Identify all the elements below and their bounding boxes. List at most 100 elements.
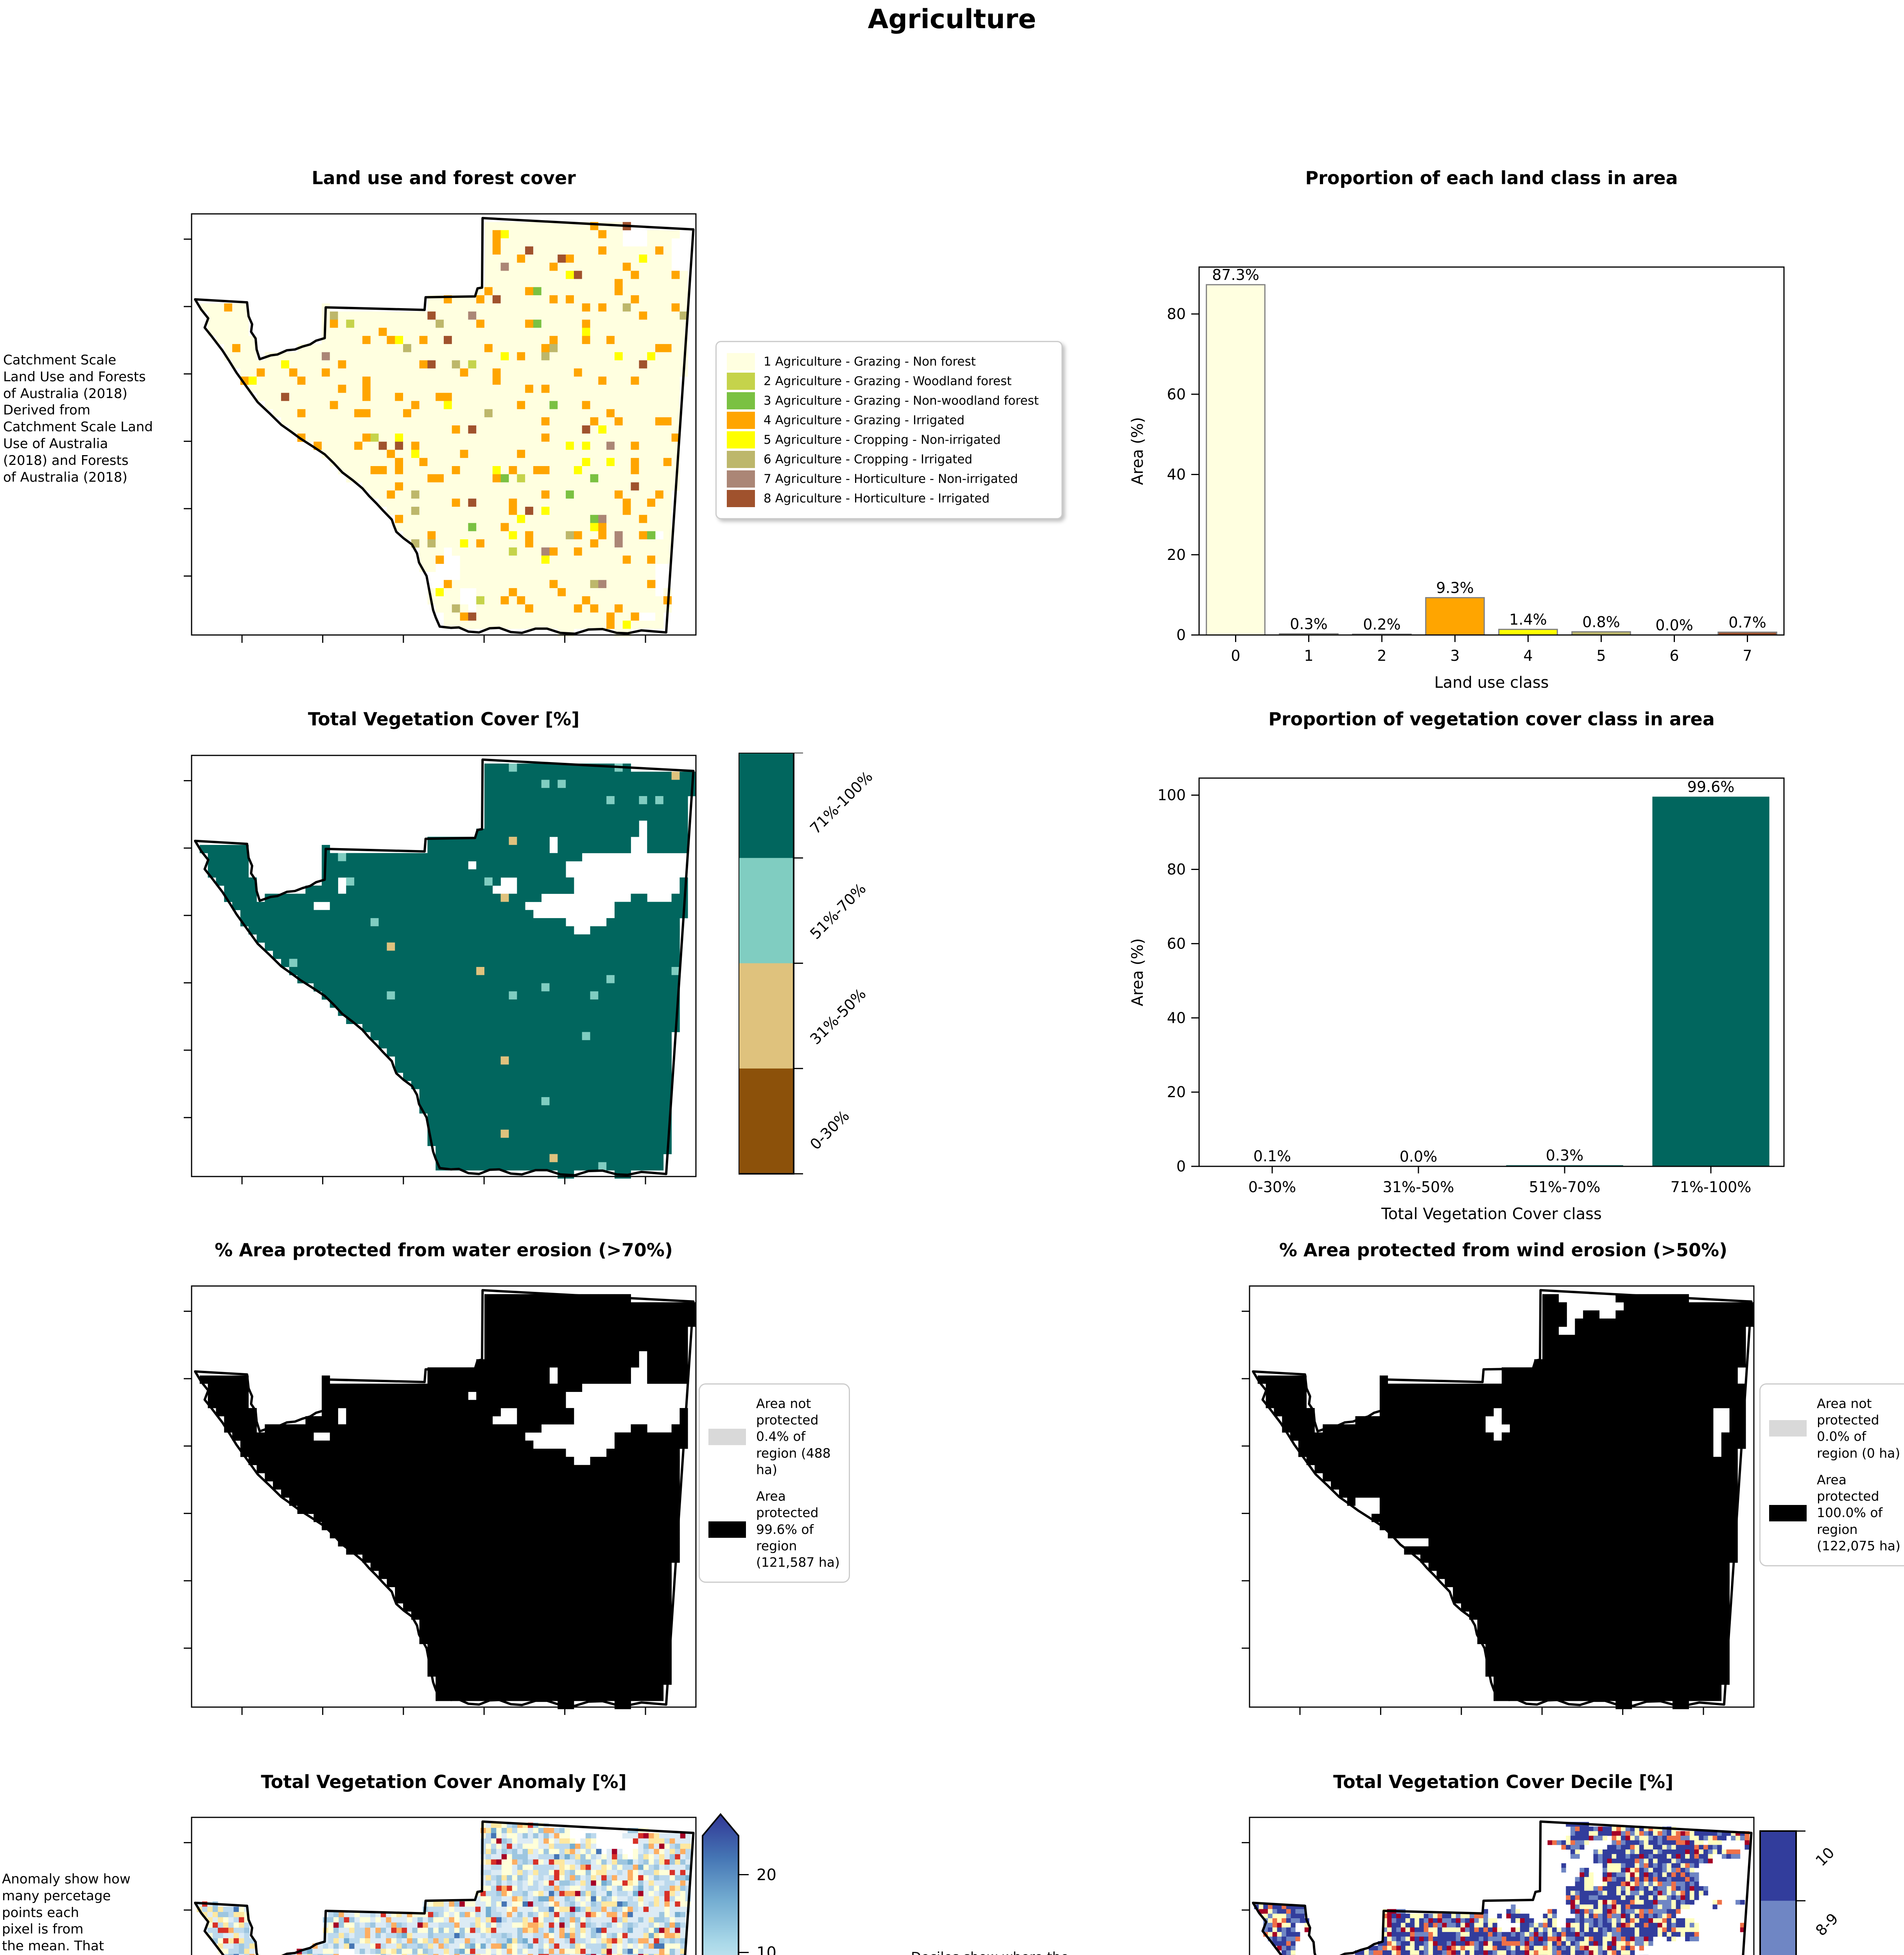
decile-map [1239,1816,1765,1955]
bar-value-label: 0.8% [1582,613,1620,631]
colorbar-label: 8-9 [1812,1910,1841,1939]
y-axis-label: Area (%) [1129,417,1147,485]
map-canvas [1242,1285,1755,1715]
bar [1652,796,1770,1166]
legend-label: 6 Agriculture - Cropping - Irrigated [764,452,973,466]
svg-text:1: 1 [1304,647,1313,664]
legend-item: Area not protected 0.0% of region (0 ha) [1769,1395,1901,1462]
bar-chart: 0 20 40 60 80 87.3% 0 0.3% 1 0.2% 2 9.3% 3 1.4% 4 0.8% 5… [1129,266,1785,692]
page-title: Agriculture [868,4,1036,35]
water-erosion-legend: Area not protected 0.4% of region (488 h… [699,1383,850,1583]
svg-text:2: 2 [1377,647,1386,664]
veg-cover-map-title: Total Vegetation Cover [%] [308,708,580,730]
map-canvas [184,213,697,643]
region-boundary [194,1289,695,1707]
map-canvas [184,755,697,1184]
veg-class-chart: 0 20 40 60 80 100 0.1% 0-30% 0.0% 31%-50% 0.3% 51%-… [1121,760,1792,1258]
legend-swatch [708,1521,746,1538]
land-use-map-title: Land use and forest cover [312,167,576,188]
bar-value-label: 0.1% [1253,1148,1291,1165]
land-use-note: Catchment Scale Land Use and Forests of … [3,352,153,485]
x-axis-label: Total Vegetation Cover class [1381,1205,1602,1223]
colorbar-label: 51%-70% [807,880,869,942]
bar-value-label: 99.6% [1687,778,1735,795]
legend-label: Area protected 99.6% of region (121,587 … [756,1489,840,1570]
svg-text:31%-50%: 31%-50% [1383,1178,1454,1196]
colorbar-label: 0-30% [807,1107,853,1153]
legend-label: 5 Agriculture - Cropping - Non-irrigated [764,433,1001,447]
legend-item: 5 Agriculture - Cropping - Non-irrigated [727,431,1051,448]
bar [1498,629,1558,636]
legend-item: 8 Agriculture - Horticulture - Irrigated [727,490,1051,507]
decile-colorbar: 108-94-72-31 [1746,1804,1904,1955]
x-axis-label: Land use class [1434,674,1549,692]
anomaly-colorbar: 20100−10−20 [688,1804,852,1955]
svg-text:20: 20 [1167,546,1186,563]
svg-text:40: 40 [1167,466,1186,483]
wind-erosion-title: % Area protected from wind erosion (>50%… [1279,1239,1728,1261]
legend-swatch [727,392,755,409]
legend-swatch [1769,1420,1807,1437]
water-erosion-map [181,1285,707,1720]
colorbar-tick-label: 10 [757,1944,776,1955]
legend-swatch [727,451,755,468]
decile-map-title: Total Vegetation Cover Decile [%] [1333,1771,1674,1792]
svg-text:71%-100%: 71%-100% [1671,1178,1752,1196]
colorbar-tick-label: 20 [757,1866,776,1884]
veg-class-chart-title: Proportion of vegetation cover class in … [1268,708,1715,730]
bar [1425,597,1485,636]
decile-note: Deciles show where the pixel value lies … [911,1949,1142,1955]
colorbar-label: 10 [1812,1844,1838,1869]
legend-swatch [727,470,755,488]
legend-item: 3 Agriculture - Grazing - Non-woodland f… [727,392,1051,409]
svg-text:0: 0 [1231,647,1240,664]
legend-item: Area protected 100.0% of region (122,075… [1769,1472,1901,1554]
svg-text:60: 60 [1167,935,1186,952]
map-canvas [184,1817,697,1955]
wind-erosion-legend: Area not protected 0.0% of region (0 ha)… [1759,1383,1904,1567]
svg-text:4: 4 [1523,647,1533,664]
legend-swatch [727,412,755,429]
svg-text:20: 20 [1167,1083,1186,1101]
svg-text:60: 60 [1167,386,1186,403]
bar-value-label: 9.3% [1436,579,1474,597]
water-erosion-title: % Area protected from water erosion (>70… [215,1239,673,1261]
legend-label: 1 Agriculture - Grazing - Non forest [764,355,976,369]
region-boundary [1252,1820,1753,1955]
region-boundary [194,1820,695,1955]
legend-swatch [708,1428,746,1445]
legend-item: 4 Agriculture - Grazing - Irrigated [727,412,1051,429]
anomaly-note: Anomaly show how many percetage points e… [2,1871,131,1954]
veg-cover-map [181,754,707,1190]
legend-swatch [727,490,755,507]
svg-text:51%-70%: 51%-70% [1529,1178,1601,1196]
land-class-chart: 0 20 40 60 80 87.3% 0 0.3% 1 0.2% 2 9.3% 3 1.4% 4 0.8% 5… [1121,249,1792,726]
svg-text:80: 80 [1167,861,1186,878]
legend-item: 7 Agriculture - Horticulture - Non-irrig… [727,470,1051,488]
legend-swatch [1769,1505,1807,1521]
svg-text:3: 3 [1450,647,1459,664]
land-use-legend: 1 Agriculture - Grazing - Non forest 2 A… [715,341,1063,519]
legend-label: 2 Agriculture - Grazing - Woodland fores… [764,374,1012,388]
bar-value-label: 0.2% [1363,616,1401,633]
svg-text:0-30%: 0-30% [1248,1178,1296,1196]
svg-text:0: 0 [1176,626,1186,644]
legend-label: 7 Agriculture - Horticulture - Non-irrig… [764,472,1018,486]
svg-text:80: 80 [1167,305,1186,323]
wind-erosion-map [1239,1285,1765,1720]
anomaly-map [181,1816,707,1955]
map-canvas [1242,1817,1755,1955]
legend-item: 2 Agriculture - Grazing - Woodland fores… [727,373,1051,390]
colorbar-label: 31%-50% [807,985,869,1048]
region-boundary [194,758,695,1177]
veg-cover-colorbar: 71%-100% 51%-70% 31%-50% 0-30% [738,752,957,1178]
legend-item: 1 Agriculture - Grazing - Non forest [727,353,1051,370]
y-axis-label: Area (%) [1129,938,1147,1006]
svg-text:7: 7 [1743,647,1752,664]
legend-label: Area not protected 0.4% of region (488 h… [756,1396,831,1477]
bar-value-label: 0.3% [1546,1147,1584,1164]
region-boundary [194,217,695,635]
land-class-chart-title: Proportion of each land class in area [1305,167,1678,188]
svg-text:40: 40 [1167,1009,1186,1026]
